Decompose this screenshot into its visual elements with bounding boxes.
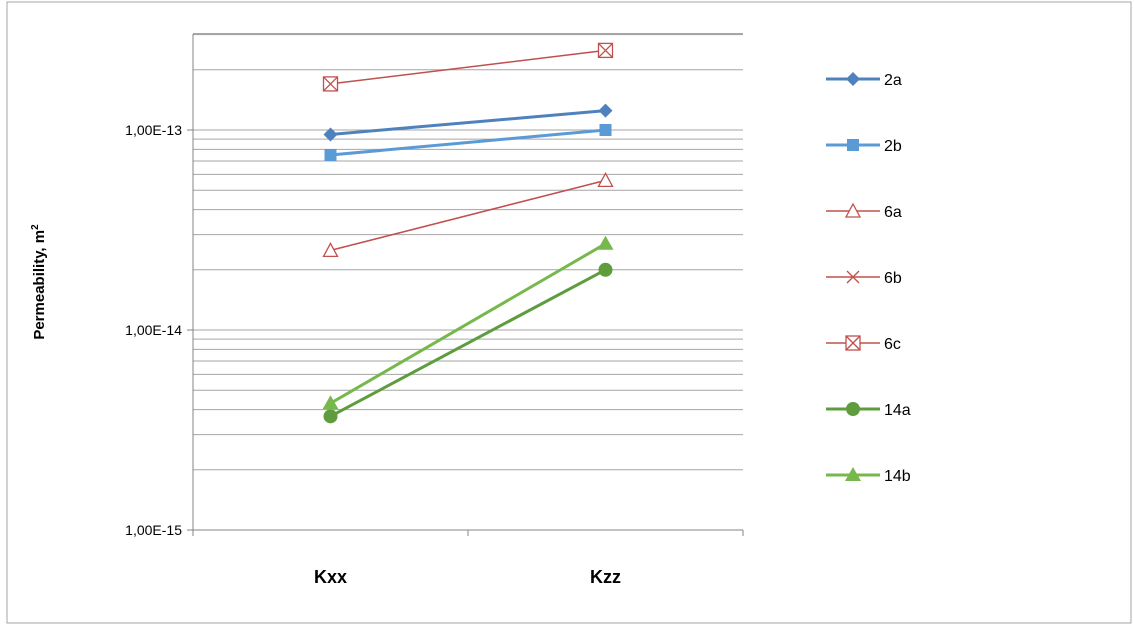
legend-item-6a: 6a	[826, 202, 902, 221]
chart-border	[6, 1, 1132, 624]
legend-item-6b: 6b	[826, 270, 902, 287]
data-point-6c	[597, 42, 614, 59]
legend-marker-14a	[846, 402, 860, 416]
series-line-6a	[330, 179, 606, 252]
legend-label: 2a	[884, 72, 902, 89]
legend-label: 14b	[884, 468, 911, 485]
data-point-6c	[322, 76, 339, 92]
data-point-14a	[323, 409, 338, 424]
series-line-6c	[330, 49, 606, 85]
legend-marker-6b	[846, 270, 860, 284]
gridlines	[193, 33, 743, 471]
data-point-6a	[597, 171, 614, 188]
series-14a	[323, 262, 613, 424]
y-tick-labels: 1,00E-13 1,00E-14 1,00E-15	[125, 122, 193, 538]
legend-marker-6a	[844, 202, 862, 218]
legend-marker-14b	[845, 467, 861, 481]
series-14b	[322, 235, 614, 410]
x-tick-label: Kxx	[314, 567, 347, 587]
legend-item-2b: 2b	[826, 138, 902, 155]
x-tick-label: Kzz	[590, 567, 621, 587]
data-point-2a	[598, 103, 613, 118]
y-axis-label-text: Permeability, m	[31, 230, 48, 340]
x-tick-labels: Kxx Kzz	[192, 530, 744, 587]
series-2a	[323, 103, 613, 142]
y-tick-label: 1,00E-14	[125, 322, 182, 338]
legend-item-6c: 6c	[826, 335, 901, 353]
data-point-2b	[324, 148, 337, 161]
legend-marker-2b	[847, 139, 859, 151]
legend-marker-6c	[845, 335, 861, 351]
y-axis-label-superscript: 2	[30, 224, 41, 230]
legend-label: 6a	[884, 204, 902, 221]
legend-item-14b: 14b	[826, 467, 911, 485]
legend-label: 6b	[884, 270, 902, 287]
data-point-14b	[597, 235, 614, 250]
legend: 2a 2b 6a 6b 6c 14a 14b	[826, 72, 911, 485]
data-point-14b	[322, 395, 339, 410]
series-line-14a	[329, 268, 607, 418]
data-point-2b	[599, 124, 612, 136]
legend-label: 2b	[884, 138, 902, 155]
y-axis-label: Permeability, m2	[30, 224, 48, 340]
series-6a	[322, 171, 614, 258]
data-point-2a	[323, 127, 338, 142]
legend-marker-2a	[846, 72, 860, 86]
y-tick-label: 1,00E-15	[125, 522, 182, 538]
series-line-2b	[330, 128, 606, 157]
series-line-2a	[330, 109, 606, 136]
y-tick-label: 1,00E-13	[125, 122, 182, 138]
series-line-14b	[329, 242, 607, 405]
legend-label: 14a	[884, 402, 911, 419]
legend-item-14a: 14a	[826, 402, 911, 419]
legend-label: 6c	[884, 336, 901, 353]
series-lines	[322, 42, 614, 424]
data-point-14a	[598, 262, 613, 277]
series-6c	[322, 42, 614, 92]
data-point-6a	[322, 242, 339, 258]
legend-item-2a: 2a	[826, 72, 902, 89]
series-2b	[324, 124, 612, 161]
